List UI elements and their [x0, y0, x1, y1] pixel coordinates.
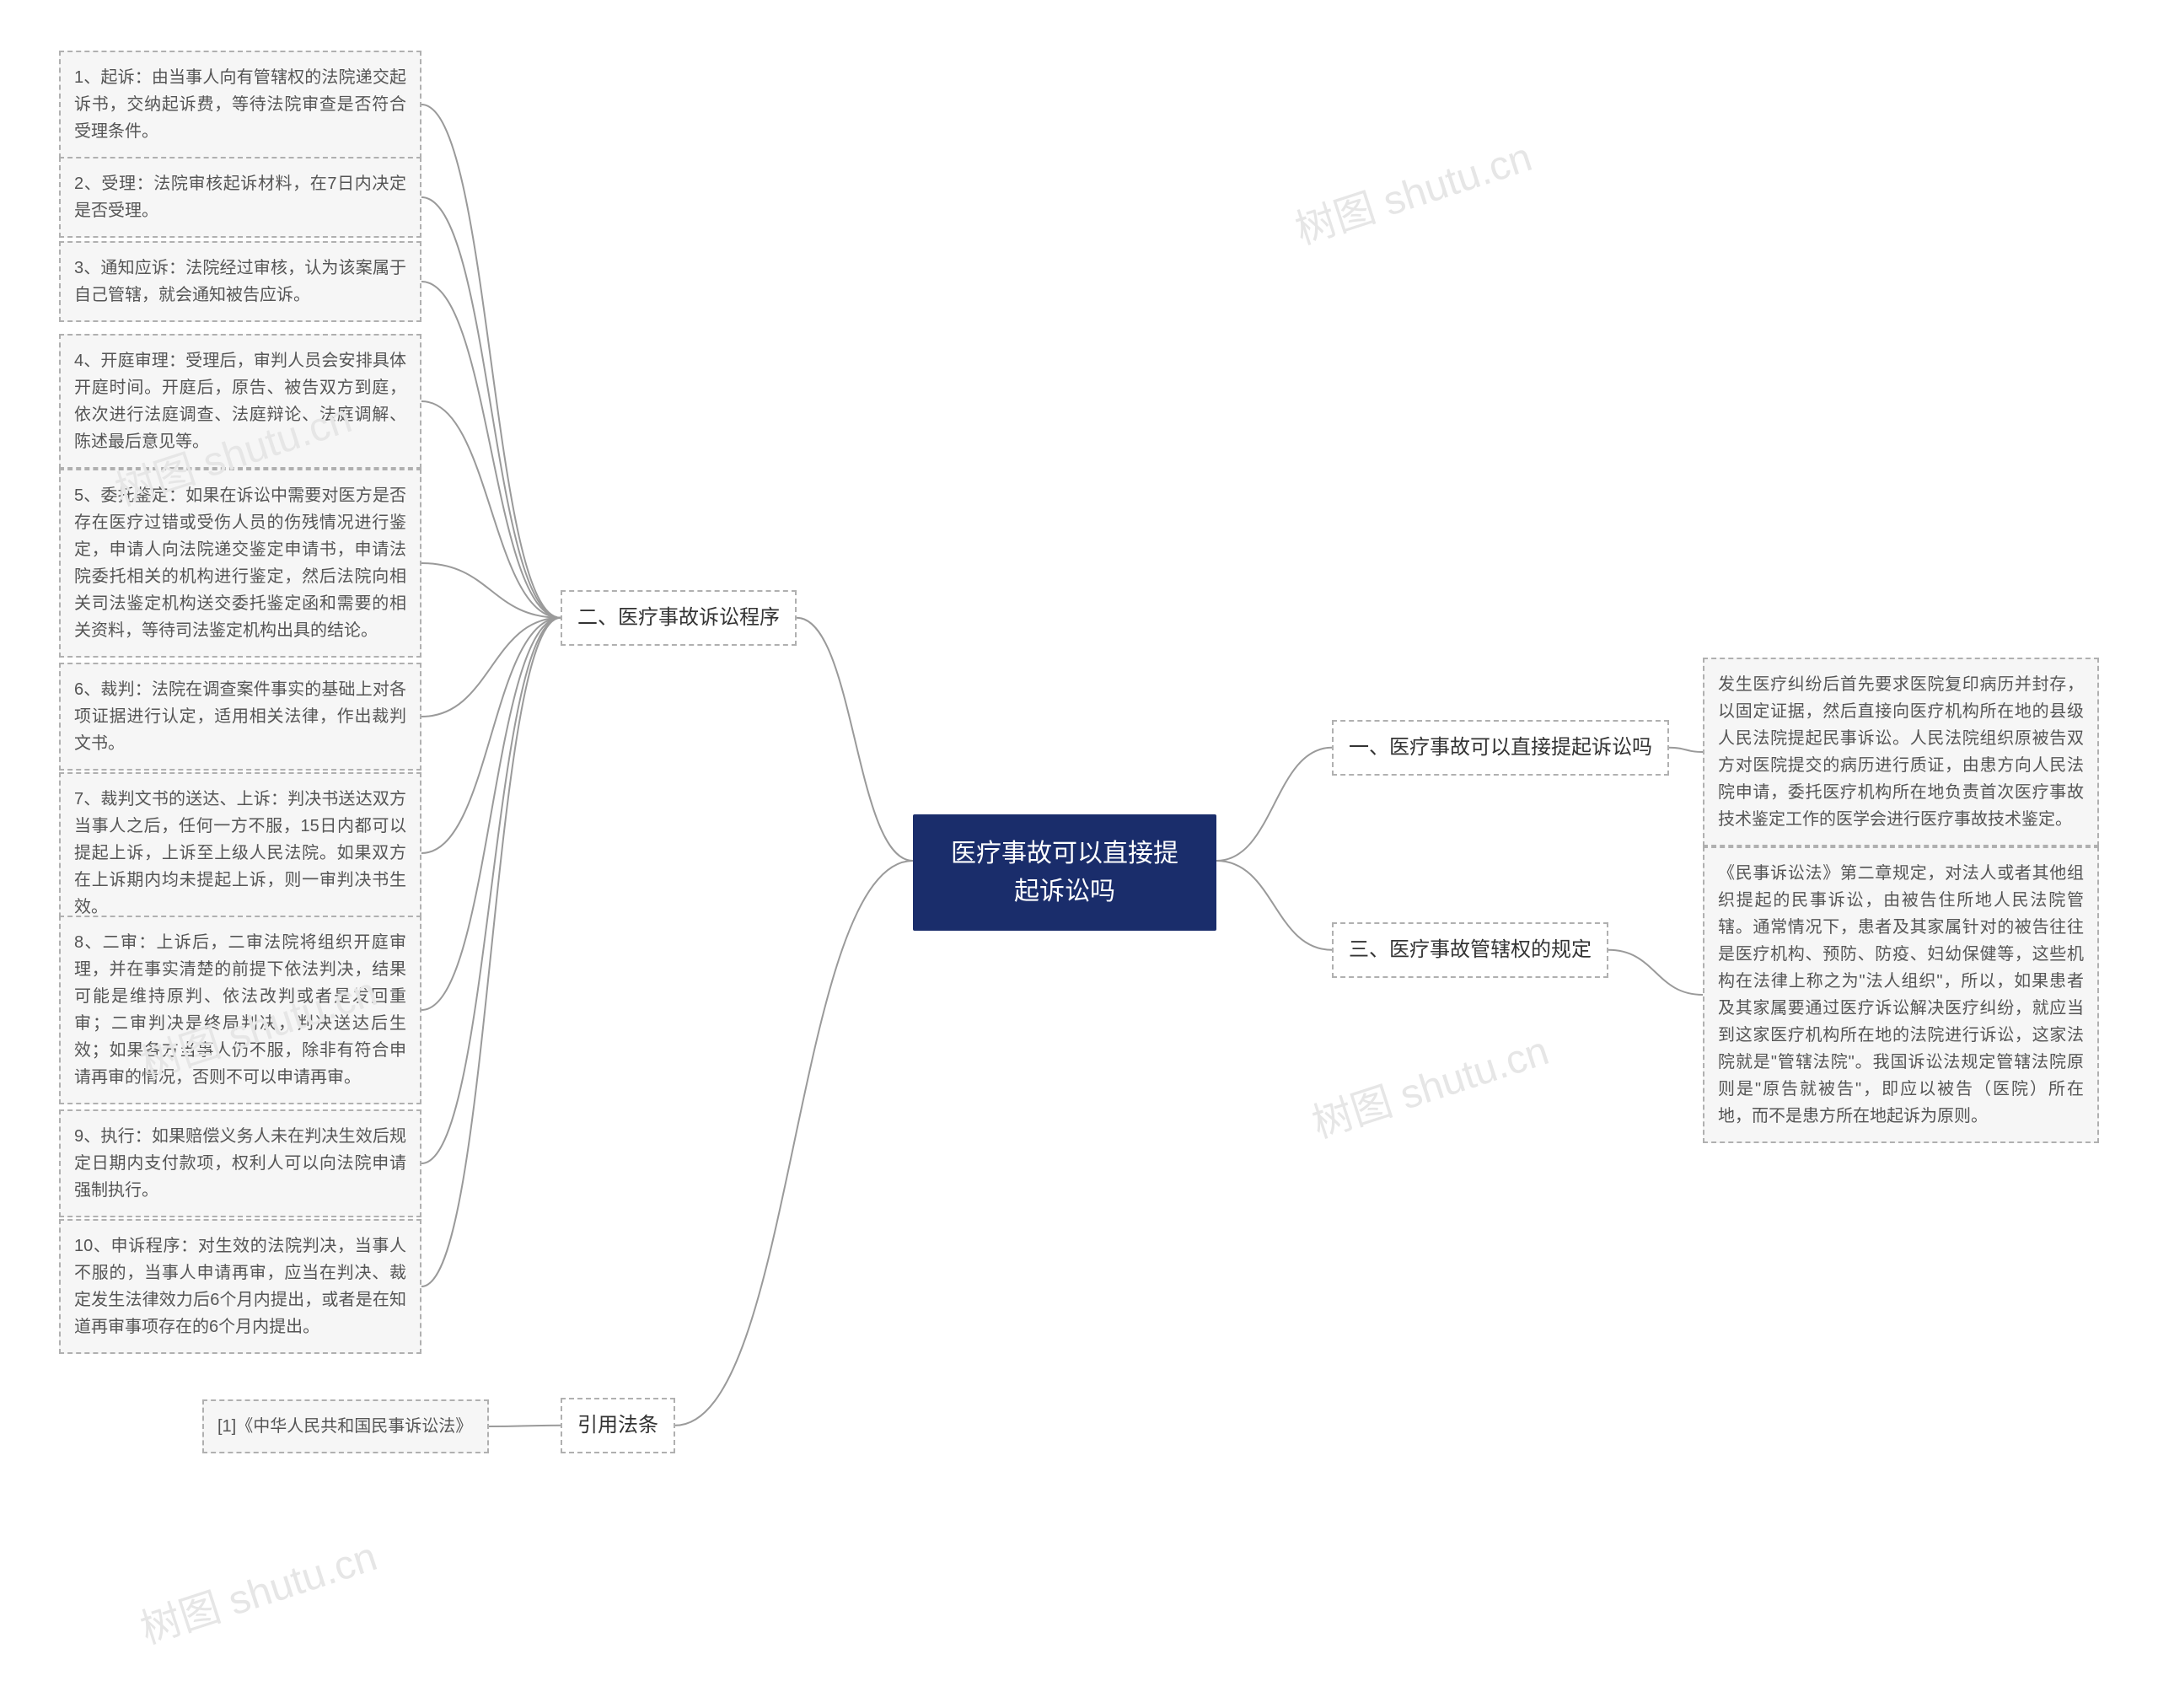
connector-path — [421, 401, 561, 618]
connector-path — [421, 105, 561, 618]
branch-label: 一、医疗事故可以直接提起诉讼吗 — [1349, 736, 1652, 759]
branch-label: 二、医疗事故诉讼程序 — [577, 606, 780, 629]
connector-path — [421, 563, 561, 618]
watermark-text: 树图 shutu.cn — [1291, 135, 1538, 253]
leaf-text: 1、起诉：由当事人向有管辖权的法院递交起诉书，交纳起诉费，等待法院审查是否符合受… — [74, 68, 406, 141]
leaf-node: 10、申诉程序：对生效的法院判决，当事人不服的，当事人申请再审，应当在判决、裁定… — [59, 1219, 421, 1354]
watermark-text: 树图 shutu.cn — [136, 1534, 383, 1652]
branch-label: 引用法条 — [577, 1414, 658, 1437]
leaf-text: 《民事诉讼法》第二章规定，对法人或者其他组织提起的民事诉讼，由被告住所地人民法院… — [1718, 864, 2084, 1125]
leaf-node: 3、通知应诉：法院经过审核，认为该案属于自己管辖，就会通知被告应诉。 — [59, 241, 421, 322]
leaf-node: 4、开庭审理：受理后，审判人员会安排具体开庭时间。开庭后，原告、被告双方到庭，依… — [59, 334, 421, 469]
leaf-text: 5、委托鉴定：如果在诉讼中需要对医方是否存在医疗过错或受伤人员的伤残情况进行鉴定… — [74, 486, 406, 640]
root-node: 医疗事故可以直接提起诉讼吗 — [913, 814, 1216, 931]
leaf-text: 4、开庭审理：受理后，审判人员会安排具体开庭时间。开庭后，原告、被告双方到庭，依… — [74, 352, 406, 451]
connector-path — [1216, 748, 1332, 861]
leaf-node: 6、裁判：法院在调查案件事实的基础上对各项证据进行认定，适用相关法律，作出裁判文… — [59, 663, 421, 771]
leaf-text: 2、受理：法院审核起诉材料，在7日内决定是否受理。 — [74, 175, 406, 220]
branch-node: 一、医疗事故可以直接提起诉讼吗 — [1332, 720, 1669, 776]
watermark: 树图 shutu.cn — [1303, 1018, 1554, 1149]
leaf-node: 7、裁判文书的送达、上诉：判决书送达双方当事人之后，任何一方不服，15日内都可以… — [59, 772, 421, 934]
leaf-text: [1]《中华人民共和国民事诉讼法》 — [217, 1417, 472, 1436]
leaf-node: [1]《中华人民共和国民事诉讼法》 — [202, 1399, 489, 1453]
watermark: 树图 shutu.cn — [1286, 124, 1538, 255]
branch-node: 二、医疗事故诉讼程序 — [561, 590, 797, 646]
leaf-node: 1、起诉：由当事人向有管辖权的法院递交起诉书，交纳起诉费，等待法院审查是否符合受… — [59, 51, 421, 158]
connector-path — [421, 618, 561, 1010]
connector-path — [421, 618, 561, 717]
leaf-text: 10、申诉程序：对生效的法院判决，当事人不服的，当事人申请再审，应当在判决、裁定… — [74, 1237, 406, 1336]
connector-path — [797, 618, 913, 861]
connector-path — [1669, 748, 1703, 752]
branch-node: 三、医疗事故管辖权的规定 — [1332, 922, 1608, 978]
connector-path — [675, 861, 913, 1426]
connector-path — [421, 618, 561, 853]
connector-path — [421, 618, 561, 1286]
connector-path — [1608, 950, 1703, 995]
branch-label: 三、医疗事故管辖权的规定 — [1349, 938, 1592, 961]
watermark-text: 树图 shutu.cn — [1307, 1029, 1554, 1147]
leaf-text: 6、裁判：法院在调查案件事实的基础上对各项证据进行认定，适用相关法律，作出裁判文… — [74, 680, 406, 753]
leaf-text: 7、裁判文书的送达、上诉：判决书送达双方当事人之后，任何一方不服，15日内都可以… — [74, 790, 406, 916]
leaf-node: 9、执行：如果赔偿义务人未在判决生效后规定日期内支付款项，权利人可以向法院申请强… — [59, 1109, 421, 1217]
connector-path — [1216, 861, 1332, 950]
connector-path — [421, 282, 561, 618]
branch-node: 引用法条 — [561, 1398, 675, 1453]
leaf-node: 2、受理：法院审核起诉材料，在7日内决定是否受理。 — [59, 157, 421, 238]
leaf-node: 《民事诉讼法》第二章规定，对法人或者其他组织提起的民事诉讼，由被告住所地人民法院… — [1703, 846, 2099, 1143]
leaf-text: 3、通知应诉：法院经过审核，认为该案属于自己管辖，就会通知被告应诉。 — [74, 259, 406, 304]
leaf-text: 9、执行：如果赔偿义务人未在判决生效后规定日期内支付款项，权利人可以向法院申请强… — [74, 1127, 406, 1200]
watermark: 树图 shutu.cn — [132, 1523, 383, 1655]
leaf-node: 发生医疗纠纷后首先要求医院复印病历并封存，以固定证据，然后直接向医疗机构所在地的… — [1703, 658, 2099, 846]
root-label: 医疗事故可以直接提起诉讼吗 — [951, 840, 1178, 905]
leaf-node: 8、二审：上诉后，二审法院将组织开庭审理，并在事实清楚的前提下依法判决，结果可能… — [59, 916, 421, 1104]
leaf-text: 发生医疗纠纷后首先要求医院复印病历并封存，以固定证据，然后直接向医疗机构所在地的… — [1718, 675, 2084, 829]
connector-path — [421, 197, 561, 618]
leaf-text: 8、二审：上诉后，二审法院将组织开庭审理，并在事实清楚的前提下依法判决，结果可能… — [74, 933, 406, 1087]
connector-path — [421, 618, 561, 1163]
leaf-node: 5、委托鉴定：如果在诉讼中需要对医方是否存在医疗过错或受伤人员的伤残情况进行鉴定… — [59, 469, 421, 658]
